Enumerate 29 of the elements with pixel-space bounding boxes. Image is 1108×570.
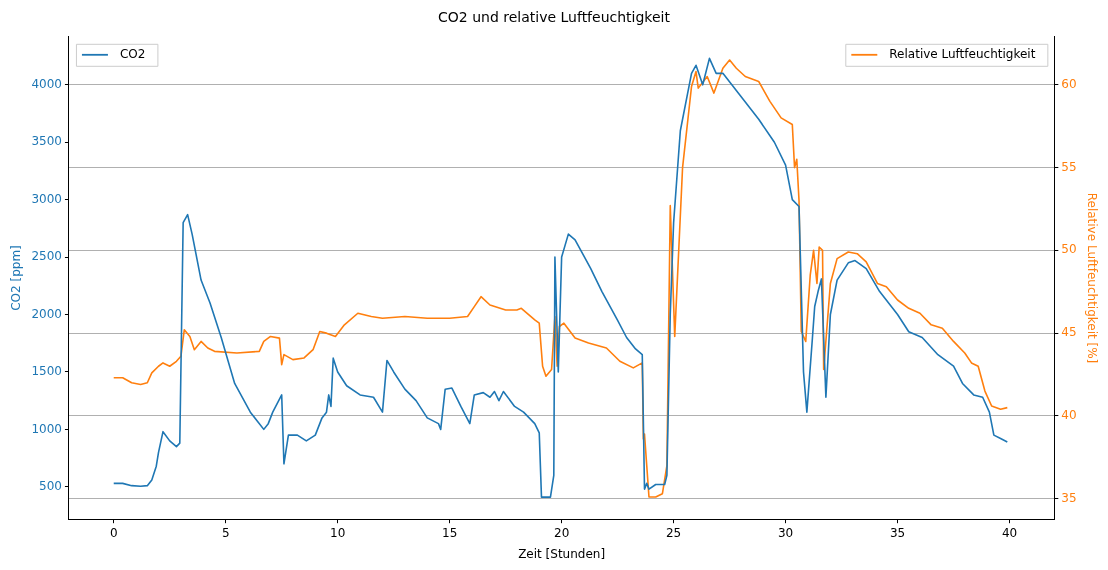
x-tick-label: 25 [665, 525, 682, 540]
x-tick-label: 40 [1001, 525, 1018, 540]
y2-tick-label: 35 [1061, 490, 1077, 505]
x-tick-label: 20 [553, 525, 570, 540]
y-tick-label: 1000 [31, 421, 62, 436]
y2-axis-title: Relative Luftfeuchtigkeit [%] [1084, 192, 1099, 364]
legend-label: CO2 [119, 47, 146, 62]
y2-tick-label: 60 [1061, 76, 1077, 91]
x-tick-label: 10 [330, 525, 346, 540]
y-axis-title: CO2 [ppm] [9, 245, 24, 311]
legend-label: Relative Luftfeuchtigkeit [889, 47, 1036, 62]
y-tick-label: 500 [39, 478, 62, 493]
x-tick-label: 0 [109, 525, 118, 540]
y-tick-label: 2500 [31, 249, 62, 264]
y-tick-label: 3500 [31, 134, 62, 149]
y2-tick-label: 40 [1061, 408, 1077, 423]
y-tick-label: 2000 [31, 306, 62, 321]
x-tick-label: 5 [221, 525, 230, 540]
y-tick-label: 4000 [31, 76, 62, 91]
y2-tick-label: 55 [1061, 159, 1077, 174]
x-tick-label: 15 [442, 525, 458, 540]
chart-title: CO2 und relative Luftfeuchtigkeit [438, 9, 671, 26]
y2-tick-label: 50 [1061, 242, 1077, 257]
y2-tick-label: 45 [1061, 325, 1077, 340]
y-tick-label: 3000 [31, 191, 62, 206]
x-axis-title: Zeit [Stunden] [518, 546, 606, 561]
x-tick-label: 35 [889, 525, 906, 540]
y-tick-label: 1500 [31, 364, 62, 379]
x-tick-label: 30 [777, 525, 794, 540]
